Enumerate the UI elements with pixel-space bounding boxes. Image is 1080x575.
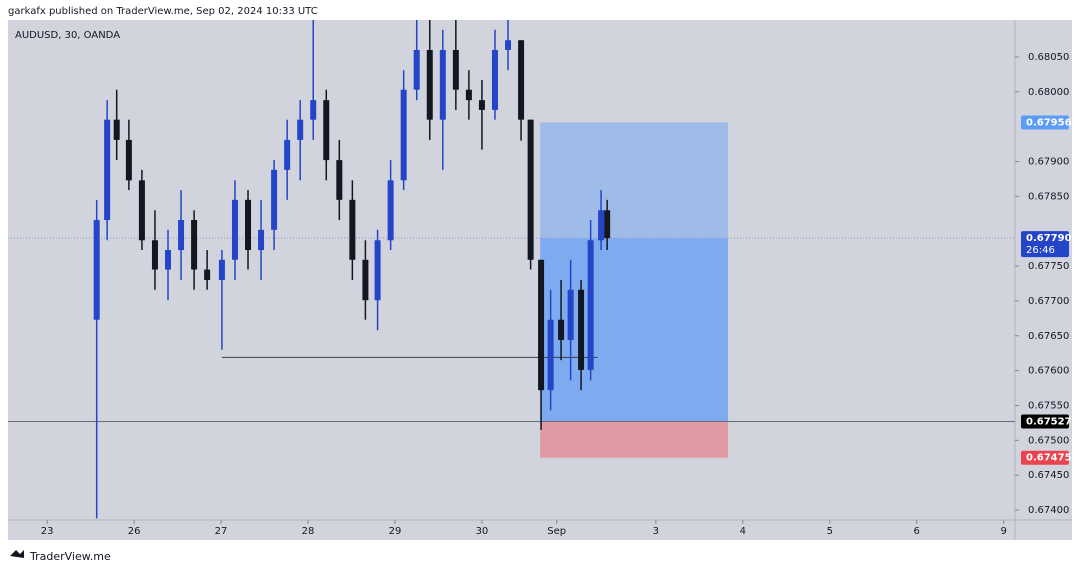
candle-body	[125, 139, 132, 181]
y-tick-label: 0.67550	[1028, 400, 1069, 411]
candle-body	[245, 199, 252, 251]
target-zone	[540, 122, 729, 239]
candle-body	[547, 319, 554, 391]
candle-body	[567, 289, 574, 340]
candle-body	[452, 49, 459, 90]
x-tick-label: 9	[1001, 526, 1007, 537]
y-tick-label: 0.67500	[1028, 435, 1069, 446]
price-label: 0.67475	[1026, 453, 1072, 464]
candle-body	[113, 119, 120, 140]
x-tick-label: 26	[128, 526, 141, 537]
x-tick-label: 23	[41, 526, 54, 537]
candle-body	[439, 49, 446, 120]
candle-body	[518, 40, 525, 120]
candle-body	[387, 180, 394, 241]
candle-body	[598, 210, 605, 241]
candle-body	[478, 100, 485, 110]
candle-body	[204, 269, 211, 280]
candle-body	[578, 289, 585, 370]
y-tick-label: 0.67400	[1028, 505, 1069, 516]
x-tick-label: 4	[740, 526, 746, 537]
candle-body	[297, 119, 304, 140]
brand-logo	[10, 550, 24, 558]
candle-body	[538, 259, 545, 391]
x-tick-label: 28	[302, 526, 315, 537]
header-title: garkafx published on TraderView.me, Sep …	[8, 6, 318, 17]
candle-body	[218, 259, 225, 280]
price-label-box	[1021, 231, 1069, 258]
candle-body	[587, 240, 594, 370]
x-tick-label: 3	[653, 526, 659, 537]
price-label-box	[1021, 115, 1069, 130]
candle-body	[527, 119, 534, 260]
candle-body	[413, 49, 420, 90]
y-tick-label: 0.67850	[1028, 191, 1069, 202]
candle-body	[271, 169, 278, 230]
x-tick-label: Sep	[547, 526, 566, 537]
price-label-box	[1021, 414, 1069, 429]
price-label-box	[1021, 450, 1069, 465]
candle-body	[165, 250, 172, 270]
candle-body	[400, 89, 407, 181]
candle-body	[151, 240, 158, 270]
candle-body	[310, 100, 317, 120]
y-tick-label: 0.67900	[1028, 157, 1069, 168]
x-tick-label: 6	[914, 526, 920, 537]
y-tick-label: 0.68050	[1028, 52, 1069, 63]
y-tick-label: 0.67650	[1028, 331, 1069, 342]
price-label: 0.67956	[1026, 117, 1072, 128]
candle-body	[349, 199, 356, 260]
candle-body	[465, 89, 472, 101]
candle-body	[104, 119, 111, 221]
candle-body	[336, 160, 343, 200]
candle-body	[138, 180, 145, 241]
candle-body	[604, 210, 611, 239]
candle-body	[323, 100, 330, 161]
candle-body	[558, 319, 565, 340]
price-label: 0.67527	[1026, 417, 1072, 428]
candle-body	[374, 240, 381, 301]
footer-brand: TraderView.me	[29, 550, 111, 563]
candle-body	[362, 259, 369, 301]
price-label: 0.67790	[1026, 233, 1072, 244]
symbol-label: AUDUSD, 30, OANDA	[15, 30, 120, 41]
candle-body	[231, 199, 238, 260]
x-tick-label: 29	[389, 526, 402, 537]
stop-zone	[540, 421, 729, 458]
candle-body	[491, 49, 498, 110]
candle-body	[505, 40, 512, 50]
y-tick-label: 0.67450	[1028, 470, 1069, 481]
x-tick-label: 30	[476, 526, 489, 537]
candle-body	[93, 220, 100, 320]
candle-body	[178, 220, 185, 251]
candle-body	[258, 229, 265, 251]
x-tick-label: 5	[827, 526, 833, 537]
y-tick-label: 0.67600	[1028, 366, 1069, 377]
y-tick-label: 0.68000	[1028, 87, 1069, 98]
candle-body	[284, 139, 291, 170]
plot: 0.68050 0.68000 0.67900 0.67850 0.67750 0.677…	[8, 20, 1072, 540]
candle-body	[191, 220, 198, 270]
x-tick-label: 27	[215, 526, 228, 537]
countdown: 26:46	[1026, 245, 1055, 256]
y-tick-label: 0.67750	[1028, 261, 1069, 272]
candle-body	[426, 49, 433, 120]
y-tick-label: 0.67700	[1028, 296, 1069, 307]
